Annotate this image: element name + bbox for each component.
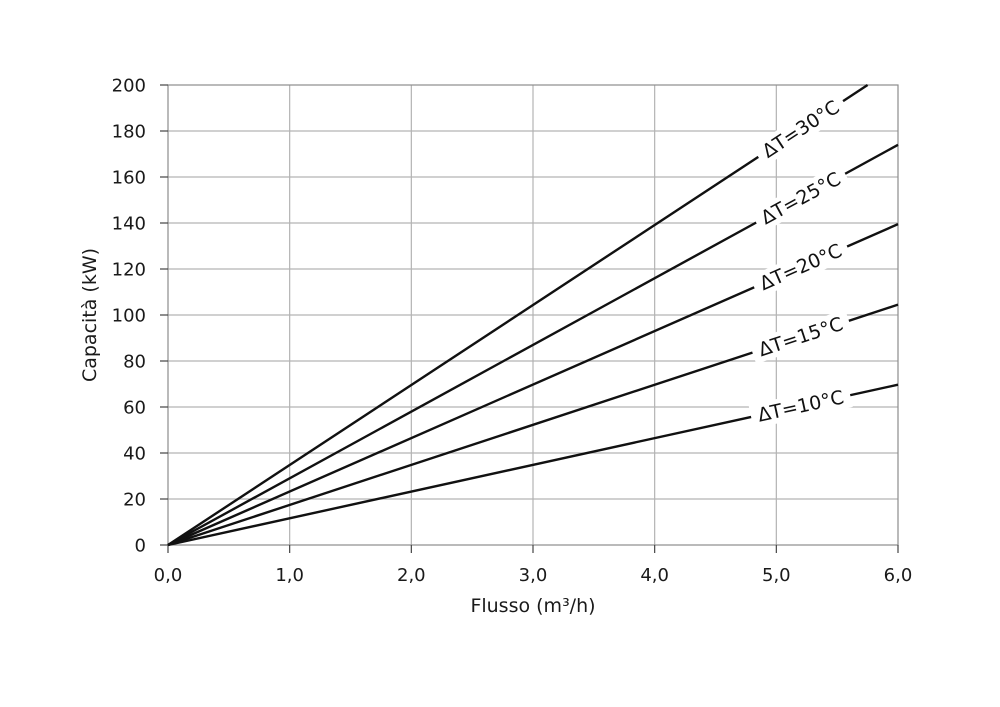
- x-tick-label: 3,0: [519, 565, 548, 586]
- series-label: ΔT=10°C: [756, 386, 846, 426]
- series-label-background: [748, 383, 853, 429]
- x-tick-label: 4,0: [640, 565, 669, 586]
- series-label-background: [748, 309, 853, 364]
- y-tick-label: 60: [123, 398, 146, 419]
- series-label-background: [751, 91, 850, 167]
- x-axis-title: Flusso (m³/h): [470, 595, 595, 617]
- y-tick-label: 80: [123, 352, 146, 373]
- series-label: ΔT=15°C: [756, 313, 846, 361]
- series-label-group: ΔT=30°C: [751, 91, 850, 167]
- x-tick-label: 1,0: [275, 565, 304, 586]
- x-tick-label: 5,0: [762, 565, 791, 586]
- axis-ticks: [160, 84, 899, 553]
- x-tick-label: 6,0: [884, 565, 913, 586]
- y-tick-label: 200: [112, 76, 146, 97]
- series-label: ΔT=20°C: [756, 240, 845, 295]
- y-tick-label: 120: [112, 260, 146, 281]
- y-tick-label: 100: [112, 306, 146, 327]
- grid: [168, 85, 898, 545]
- x-tick-labels: 0,0 1,0 2,0 3,0 4,0 5,0 6,0: [154, 565, 913, 586]
- x-tick-label: 2,0: [397, 565, 426, 586]
- series-label: ΔT=30°C: [758, 96, 843, 162]
- x-tick-label: 0,0: [154, 565, 183, 586]
- series-label-group: ΔT=15°C: [748, 309, 853, 364]
- y-tick-label: 160: [112, 168, 146, 189]
- y-tick-label: 0: [135, 536, 146, 557]
- series-label-background: [749, 235, 852, 299]
- y-tick-labels: 0 20 40 60 80 100 120 140 160 180 200: [112, 76, 146, 557]
- y-tick-label: 20: [123, 490, 146, 511]
- y-tick-label: 40: [123, 444, 146, 465]
- y-tick-label: 180: [112, 122, 146, 143]
- series-line: [167, 83, 869, 547]
- series-labels: ΔT=30°CΔT=25°CΔT=20°CΔT=15°CΔT=10°C: [748, 91, 853, 429]
- series-label-group: ΔT=20°C: [749, 235, 852, 299]
- y-axis-title: Capacità (kW): [79, 248, 101, 382]
- y-tick-label: 140: [112, 214, 146, 235]
- series-label-background: [750, 163, 851, 234]
- series-label-group: ΔT=10°C: [748, 383, 853, 429]
